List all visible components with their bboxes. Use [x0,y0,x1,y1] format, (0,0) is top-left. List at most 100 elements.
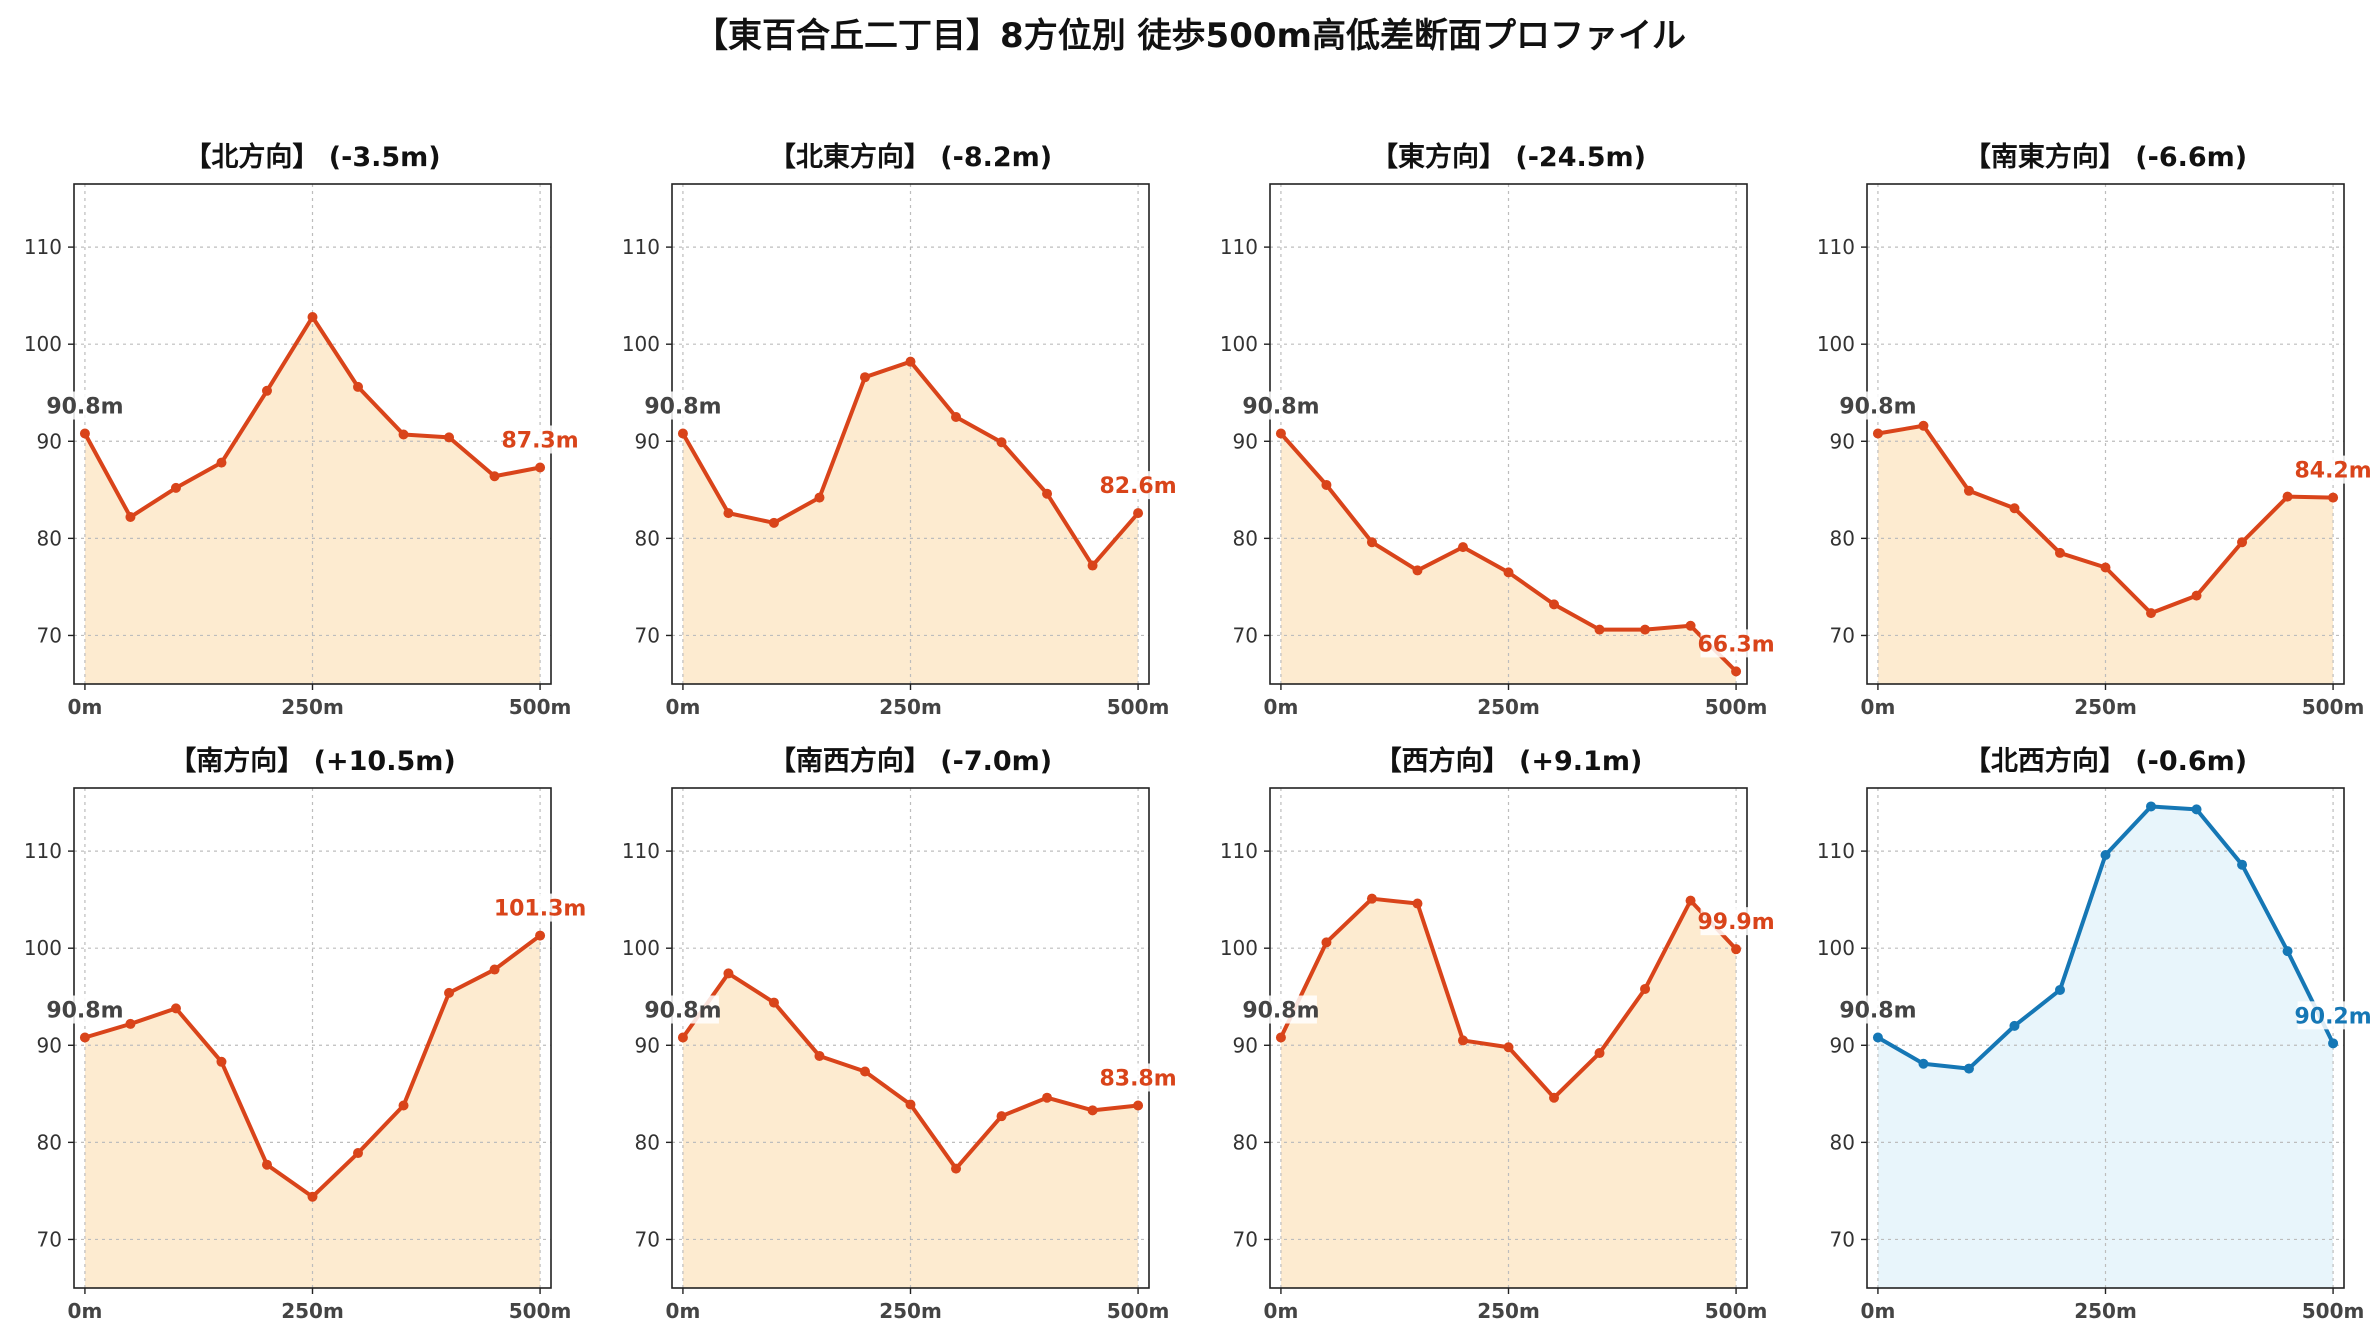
y-tick-label: 90 [1233,429,1258,453]
data-point [1366,537,1377,548]
x-tick-label: 250m [1477,695,1540,719]
y-tick-label: 70 [37,1227,62,1251]
panel-7: 【西方向】 (+9.1m) 70 80 90 100 110 0m 250m 500m 90.8m… [1220,745,1775,1323]
start-label-bg [1244,995,1317,1024]
y-tick-label: 110 [1220,235,1258,259]
panel-3: 【東方向】 (-24.5m) 70 80 90 100 110 0m 250m 500m 90.8… [1220,141,1775,719]
y-tick-label: 80 [1233,526,1258,550]
y-tick-label: 110 [1817,235,1855,259]
data-point [1042,1092,1053,1103]
y-tick-label: 70 [1830,1227,1855,1251]
data-point [814,492,825,503]
data-point [723,968,734,979]
data-point [2009,1020,2020,1031]
data-point [1087,560,1098,571]
data-point [1503,1042,1514,1053]
y-tick-label: 70 [635,623,660,647]
start-label-bg [646,391,719,420]
data-point [2054,984,2065,995]
x-tick-label: 0m [68,1299,103,1323]
x-tick-label: 500m [1107,1299,1170,1323]
y-tick-label: 110 [622,235,660,259]
x-tick-label: 500m [509,1299,572,1323]
end-elevation-label: 87.3m [501,428,578,453]
data-point [996,1111,1007,1122]
x-tick-label: 250m [879,695,942,719]
data-point [170,1003,181,1014]
start-label-bg [1841,995,1914,1024]
end-elevation-label: 82.6m [1099,474,1176,499]
data-point [216,457,227,468]
data-point [814,1050,825,1061]
data-point [2100,849,2111,860]
start-elevation-label: 90.8m [1839,999,1916,1024]
y-tick-label: 110 [1817,839,1855,863]
y-tick-label: 90 [1830,429,1855,453]
y-tick-label: 90 [635,429,660,453]
y-tick-label: 100 [24,936,62,960]
x-tick-label: 0m [1861,695,1896,719]
x-tick-label: 0m [1264,1299,1299,1323]
data-point [1963,1063,1974,1074]
y-tick-label: 70 [1233,623,1258,647]
panel-6: 【南西方向】 (-7.0m) 70 80 90 100 110 0m 250m 500m 90.8… [622,745,1177,1323]
panel-title: 【北方向】 (-3.5m) [184,141,440,173]
end-elevation-label: 84.2m [2294,459,2371,484]
x-tick-label: 0m [666,1299,701,1323]
end-elevation-label: 99.9m [1697,910,1774,935]
y-tick-label: 110 [24,235,62,259]
y-tick-label: 90 [37,429,62,453]
elevation-area [1280,898,1737,1288]
data-point [1918,1058,1929,1069]
data-point [79,1032,90,1043]
data-point [905,1099,916,1110]
data-point [1872,428,1883,439]
data-point [768,517,779,528]
end-elevation-label: 83.8m [1099,1066,1176,1091]
data-point [1731,944,1742,955]
x-tick-label: 500m [1705,1299,1768,1323]
data-point [1321,479,1332,490]
data-point [2328,1038,2339,1049]
data-point [2191,590,2202,601]
y-tick-label: 90 [37,1033,62,1057]
data-point [1872,1032,1883,1043]
x-tick-label: 500m [1705,695,1768,719]
y-tick-label: 70 [635,1227,660,1251]
data-point [768,997,779,1008]
y-tick-label: 100 [24,332,62,356]
y-tick-label: 110 [622,839,660,863]
data-point [905,356,916,367]
y-tick-label: 80 [1830,526,1855,550]
x-tick-label: 250m [2074,1299,2137,1323]
end-label-bg [1102,1063,1174,1092]
data-point [1412,898,1423,909]
data-point [216,1056,227,1067]
x-tick-label: 250m [879,1299,942,1323]
data-point [307,312,318,323]
data-point [1549,599,1560,610]
data-point [1321,937,1332,948]
y-tick-label: 100 [1220,936,1258,960]
data-point [677,1032,688,1043]
data-point [1275,1032,1286,1043]
data-point [489,471,500,482]
data-point [535,462,546,473]
x-tick-label: 0m [68,695,103,719]
x-tick-label: 500m [2302,1299,2365,1323]
panel-2: 【北東方向】 (-8.2m) 70 80 90 100 110 0m 250m 500m 90.8… [622,141,1177,719]
data-point [2191,804,2202,815]
y-tick-label: 90 [1233,1033,1258,1057]
x-tick-label: 250m [1477,1299,1540,1323]
y-tick-label: 80 [37,526,62,550]
end-label-bg [504,425,576,454]
data-point [2054,547,2065,558]
data-point [2100,562,2111,573]
data-point [1549,1092,1560,1103]
start-elevation-label: 90.8m [46,999,123,1024]
panel-1: 【北方向】 (-3.5m) 70 80 90 100 110 0m 250m 500m 90.8m… [24,141,579,719]
data-point [125,1018,136,1029]
end-elevation-label: 90.2m [2294,1004,2371,1029]
end-label-bg [1102,471,1174,500]
